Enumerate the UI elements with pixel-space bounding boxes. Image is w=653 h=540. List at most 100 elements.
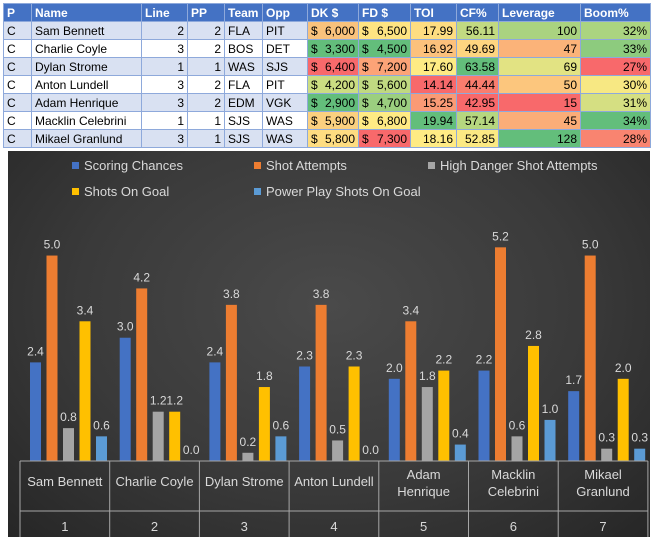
bar bbox=[119, 337, 131, 461]
cell-dk: $6,400 bbox=[307, 57, 359, 76]
data-label: 4.2 bbox=[133, 270, 150, 284]
data-label: 0.5 bbox=[329, 422, 346, 436]
legend-swatch bbox=[72, 188, 79, 195]
data-label: 0.4 bbox=[452, 427, 469, 441]
legend-label: High Danger Shot Attempts bbox=[440, 158, 598, 173]
data-label: 1.8 bbox=[419, 369, 436, 383]
currency-symbol: $ bbox=[311, 59, 318, 74]
bar bbox=[544, 419, 556, 461]
data-label: 2.2 bbox=[476, 353, 493, 367]
cell-opp: WAS bbox=[262, 129, 308, 148]
cell-toi: 18.16 bbox=[410, 129, 457, 148]
table-row[interactable]: C Mikael Granlund 3 1 SJS WAS $5,800 $7,300 18.1… bbox=[3, 129, 651, 148]
cell-leverage: 100 bbox=[498, 21, 581, 40]
column-header[interactable]: FD $ bbox=[358, 3, 411, 22]
column-header[interactable]: Leverage bbox=[498, 3, 581, 22]
currency-symbol: $ bbox=[311, 23, 318, 38]
category-number: 2 bbox=[151, 519, 158, 534]
bar bbox=[348, 366, 360, 461]
cell-leverage: 128 bbox=[498, 129, 581, 148]
column-header[interactable]: DK $ bbox=[307, 3, 359, 22]
table-row[interactable]: C Anton Lundell 3 2 FLA PIT $4,200 $5,600 14.14 4… bbox=[3, 75, 651, 94]
data-label: 0.6 bbox=[93, 418, 110, 432]
category-label: Anton Lundell bbox=[294, 474, 374, 489]
salary-value: 5,600 bbox=[376, 77, 407, 92]
cell-leverage: 47 bbox=[498, 39, 581, 58]
table-row[interactable]: C Charlie Coyle 3 2 BOS DET $3,300 $4,500 16.92 4… bbox=[3, 39, 651, 58]
column-header[interactable]: CF% bbox=[456, 3, 499, 22]
salary-value: 6,000 bbox=[324, 23, 355, 38]
cell-pos: C bbox=[3, 75, 32, 94]
cell-pp: 1 bbox=[187, 111, 225, 130]
cell-line: 3 bbox=[141, 75, 188, 94]
cell-toi: 19.94 bbox=[410, 111, 457, 130]
cell-opp: PIT bbox=[262, 21, 308, 40]
data-label: 5.2 bbox=[492, 229, 509, 243]
cell-opp: DET bbox=[262, 39, 308, 58]
data-label: 3.8 bbox=[313, 287, 330, 301]
cell-fd: $6,800 bbox=[358, 111, 411, 130]
legend-label: Scoring Chances bbox=[84, 158, 183, 173]
cell-pp: 2 bbox=[187, 21, 225, 40]
cell-pos: C bbox=[3, 93, 32, 112]
data-label: 3.8 bbox=[223, 287, 240, 301]
cell-team: SJS bbox=[224, 129, 263, 148]
cell-pos: C bbox=[3, 57, 32, 76]
salary-value: 4,500 bbox=[376, 41, 407, 56]
cell-name: Charlie Coyle bbox=[31, 39, 142, 58]
currency-symbol: $ bbox=[311, 77, 318, 92]
cell-pp: 1 bbox=[187, 57, 225, 76]
legend-label: Shots On Goal bbox=[84, 184, 169, 199]
data-label: 1.2 bbox=[150, 394, 167, 408]
bar bbox=[601, 448, 613, 461]
bar bbox=[152, 411, 164, 461]
column-header[interactable]: Opp bbox=[262, 3, 308, 22]
cell-pp: 1 bbox=[187, 129, 225, 148]
currency-symbol: $ bbox=[362, 131, 369, 146]
cell-team: BOS bbox=[224, 39, 263, 58]
column-header[interactable]: TOI bbox=[410, 3, 457, 22]
column-header[interactable]: PP bbox=[187, 3, 225, 22]
cell-leverage: 15 bbox=[498, 93, 581, 112]
data-label: 0.2 bbox=[240, 435, 257, 449]
column-header[interactable]: Name bbox=[31, 3, 142, 22]
table-row[interactable]: C Macklin Celebrini 1 1 SJS WAS $5,900 $6,800 19… bbox=[3, 111, 651, 130]
cell-cf: 42.95 bbox=[456, 93, 499, 112]
column-header[interactable]: Team bbox=[224, 3, 263, 22]
cell-fd: $7,300 bbox=[358, 129, 411, 148]
column-header[interactable]: P bbox=[3, 3, 32, 22]
category-label: Charlie Coyle bbox=[116, 474, 194, 489]
cell-opp: SJS bbox=[262, 57, 308, 76]
data-label: 0.8 bbox=[60, 410, 77, 424]
data-label: 2.3 bbox=[346, 348, 363, 362]
cell-toi: 17.60 bbox=[410, 57, 457, 76]
table-row[interactable]: C Sam Bennett 2 2 FLA PIT $6,000 $6,500 17.99 56.… bbox=[3, 21, 651, 40]
cell-line: 3 bbox=[141, 93, 188, 112]
table-row[interactable]: C Dylan Strome 1 1 WAS SJS $6,400 $7,200 17.60 63… bbox=[3, 57, 651, 76]
player-table: P Name Line PP Team Opp DK $ FD $ TOI CF% Leverage… bbox=[3, 3, 651, 148]
cell-pp: 2 bbox=[187, 75, 225, 94]
data-label: 3.4 bbox=[77, 303, 94, 317]
bar bbox=[136, 288, 148, 461]
bar bbox=[242, 452, 254, 461]
cell-pos: C bbox=[3, 129, 32, 148]
data-label: 2.4 bbox=[207, 344, 224, 358]
bar bbox=[30, 362, 41, 461]
cell-name: Macklin Celebrini bbox=[31, 111, 142, 130]
column-header[interactable]: Boom% bbox=[580, 3, 651, 22]
salary-value: 4,700 bbox=[376, 95, 407, 110]
bar bbox=[388, 378, 400, 461]
cell-dk: $3,300 bbox=[307, 39, 359, 58]
table-row[interactable]: C Adam Henrique 3 2 EDM VGK $2,900 $4,700 15.25 4… bbox=[3, 93, 651, 112]
bar bbox=[258, 387, 270, 461]
bar bbox=[568, 391, 580, 461]
data-label: 1.8 bbox=[256, 369, 273, 383]
cell-pp: 2 bbox=[187, 93, 225, 112]
category-label: Adam Henrique bbox=[397, 467, 450, 499]
cell-cf: 56.11 bbox=[456, 21, 499, 40]
cell-boom: 33% bbox=[580, 39, 651, 58]
column-header[interactable]: Line bbox=[141, 3, 188, 22]
currency-symbol: $ bbox=[362, 77, 369, 92]
bar bbox=[438, 370, 450, 461]
cell-boom: 28% bbox=[580, 129, 651, 148]
